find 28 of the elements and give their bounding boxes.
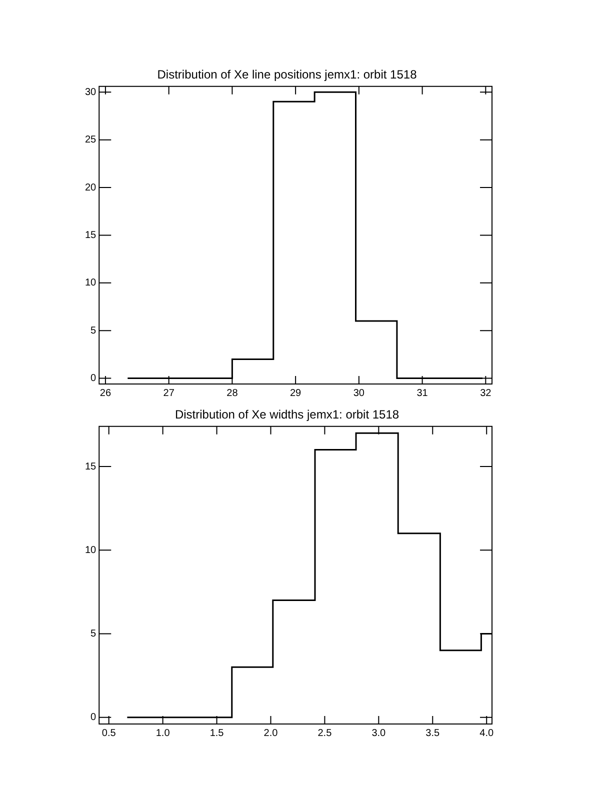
y-tick-label: 0: [90, 373, 97, 384]
x-tick-label: 1.5: [210, 728, 224, 739]
chart-title: Distribution of Xe line positions jemx1: orbit 1518: [157, 68, 418, 82]
x-tick-label: 3.5: [426, 728, 440, 739]
x-tick-label: 2.5: [318, 728, 332, 739]
y-tick-label: 15: [85, 461, 97, 472]
x-tick-label: 27: [163, 388, 175, 399]
y-tick-label: 5: [90, 628, 97, 640]
x-tick-label: 30: [353, 388, 365, 399]
x-tick-label: 32: [480, 388, 492, 399]
x-tick-label: 3.0: [372, 728, 386, 739]
x-tick-label: 28: [226, 388, 238, 399]
y-tick-label: 5: [90, 325, 97, 336]
chart-title: Distribution of Xe widths jemx1: orbit 1518: [174, 408, 400, 422]
y-tick-label: 10: [85, 278, 97, 289]
x-tick-label: 2.0: [264, 728, 278, 739]
y-tick-label: 30: [85, 86, 97, 98]
x-tick-label: 4.0: [480, 728, 494, 739]
y-tick-label: 25: [85, 134, 97, 146]
x-tick-label: 29: [290, 388, 302, 399]
x-tick-label: 0.5: [102, 728, 116, 739]
x-tick-label: 31: [416, 388, 428, 399]
y-tick-label: 20: [85, 182, 97, 194]
x-tick-label: 1.0: [156, 728, 170, 739]
y-tick-label: 0: [90, 712, 97, 724]
y-tick-label: 15: [85, 230, 97, 241]
y-tick-label: 10: [85, 544, 97, 556]
x-tick-label: 26: [100, 388, 112, 399]
